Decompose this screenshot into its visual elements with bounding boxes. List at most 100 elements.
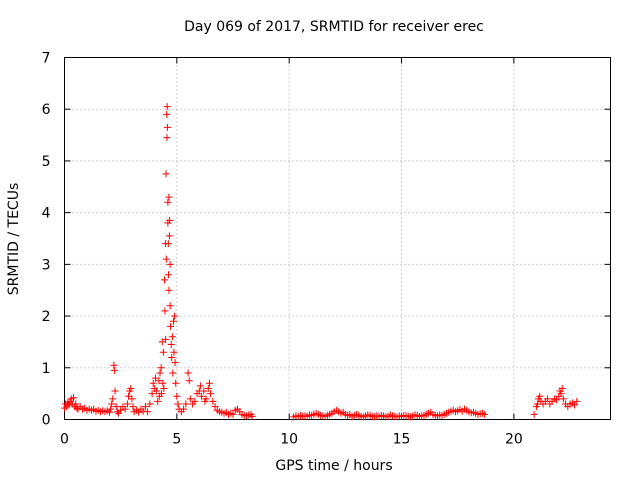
data-point xyxy=(154,397,162,405)
data-point xyxy=(161,307,169,315)
data-point xyxy=(573,397,581,405)
data-point xyxy=(112,403,120,411)
data-point xyxy=(121,405,129,413)
data-point xyxy=(163,123,171,131)
x-tick-label: 15 xyxy=(393,432,411,448)
data-point xyxy=(72,400,80,408)
chart-title: Day 069 of 2017, SRMTID for receiver ere… xyxy=(184,19,484,35)
data-point xyxy=(202,395,210,403)
data-point xyxy=(558,384,566,392)
data-point xyxy=(557,390,565,398)
data-point xyxy=(207,390,215,398)
data-point xyxy=(211,403,219,411)
data-point xyxy=(162,170,170,178)
data-point xyxy=(153,387,161,395)
data-point xyxy=(156,369,164,377)
data-point xyxy=(544,395,552,403)
y-tick-label: 1 xyxy=(42,361,51,377)
data-point xyxy=(164,198,172,206)
data-point xyxy=(163,103,171,111)
data-point xyxy=(166,260,174,268)
data-point xyxy=(128,395,136,403)
data-point xyxy=(170,348,178,356)
data-point xyxy=(196,382,204,390)
data-point xyxy=(185,377,193,385)
data-point xyxy=(205,379,213,387)
data-point xyxy=(174,400,182,408)
x-tick-label: 10 xyxy=(280,432,298,448)
data-point xyxy=(113,408,121,416)
data-point xyxy=(73,404,81,412)
y-tick-label: 2 xyxy=(42,309,51,325)
data-point xyxy=(141,403,149,411)
data-point xyxy=(536,392,544,400)
data-point xyxy=(139,407,147,415)
data-point xyxy=(169,369,177,377)
data-point xyxy=(168,333,176,341)
data-point xyxy=(160,276,168,284)
data-point xyxy=(108,400,116,408)
data-point xyxy=(171,312,179,320)
data-point xyxy=(180,405,188,413)
data-point xyxy=(164,240,172,248)
data-point xyxy=(162,335,170,343)
data-point xyxy=(559,395,567,403)
data-point xyxy=(165,193,173,201)
data-point xyxy=(172,379,180,387)
data-point xyxy=(198,392,206,400)
y-axis-title: SRMTID / TECUs xyxy=(6,183,22,296)
data-point xyxy=(69,394,77,402)
data-point xyxy=(144,408,152,416)
tick-layer: 0 1 2 3 4 5 6 7 0 5 10 15 20 xyxy=(42,51,611,448)
data-point xyxy=(160,384,168,392)
data-point xyxy=(146,400,154,408)
data-point xyxy=(107,405,115,413)
data-point xyxy=(191,397,199,405)
data-point xyxy=(163,110,171,118)
data-point xyxy=(165,286,173,294)
data-point xyxy=(168,353,176,361)
data-point xyxy=(129,403,137,411)
data-point xyxy=(481,410,489,418)
data-point xyxy=(162,255,170,263)
x-axis-title: GPS time / hours xyxy=(275,458,392,474)
data-point xyxy=(209,397,217,405)
data-point xyxy=(530,410,538,418)
data-point xyxy=(167,341,175,349)
data-point xyxy=(123,400,131,408)
data-point xyxy=(248,412,256,420)
data-point xyxy=(166,216,174,224)
data-point xyxy=(155,377,163,385)
y-tick-label: 4 xyxy=(42,206,51,222)
data-point xyxy=(167,322,175,330)
x-tick-label: 5 xyxy=(172,432,181,448)
data-point xyxy=(117,406,125,414)
data-point xyxy=(171,359,179,367)
data-point xyxy=(184,369,192,377)
data-point xyxy=(109,395,117,403)
x-tick-label: 0 xyxy=(60,432,69,448)
data-point xyxy=(159,348,167,356)
data-point xyxy=(571,401,579,409)
data-point xyxy=(173,392,181,400)
data-point xyxy=(148,390,156,398)
data-point xyxy=(204,384,212,392)
y-tick-label: 3 xyxy=(42,257,51,273)
x-tick-label: 20 xyxy=(505,432,523,448)
data-point xyxy=(157,364,165,372)
y-tick-label: 6 xyxy=(42,102,51,118)
data-point xyxy=(166,302,174,310)
y-tick-label: 5 xyxy=(42,154,51,170)
plot-frame xyxy=(64,57,611,420)
y-tick-label: 7 xyxy=(42,51,51,67)
data-point xyxy=(169,317,177,325)
grid-layer xyxy=(64,57,611,420)
data-points xyxy=(61,103,581,421)
data-point xyxy=(200,387,208,395)
data-point xyxy=(186,395,194,403)
data-point xyxy=(553,396,561,404)
data-point xyxy=(182,400,190,408)
data-point xyxy=(65,401,73,409)
data-point xyxy=(110,366,118,374)
